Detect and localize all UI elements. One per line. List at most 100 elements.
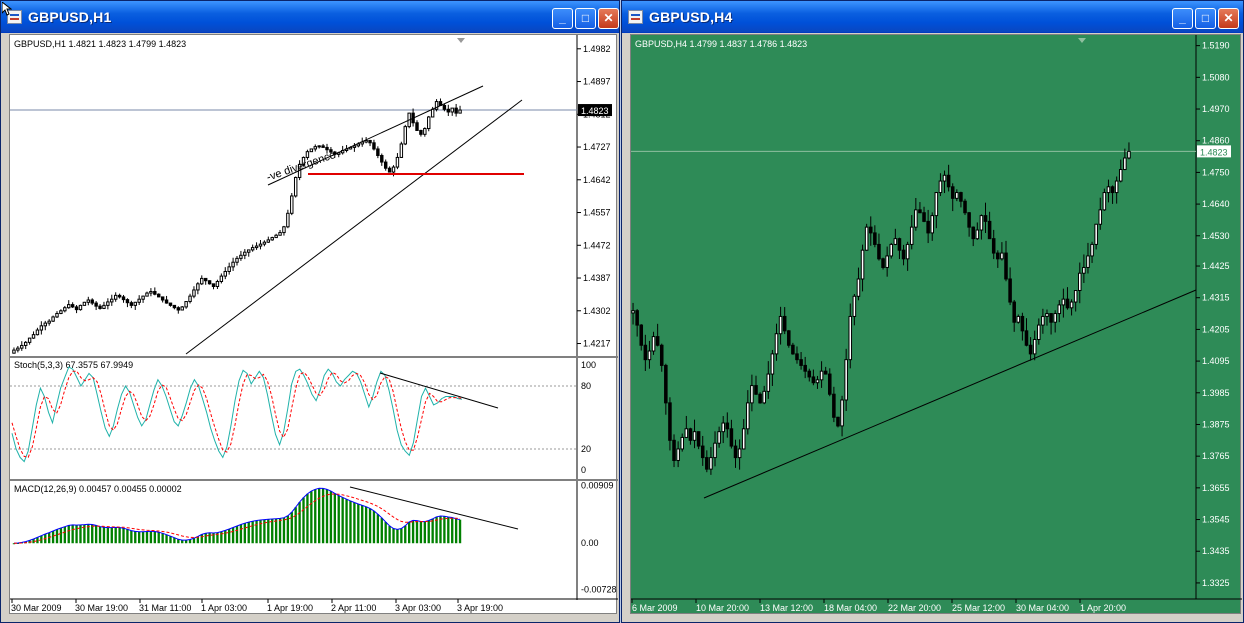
chart-window-icon (628, 10, 643, 24)
candle (219, 275, 224, 282)
title-bar[interactable]: GBPUSD,H1 _ □ ✕ (1, 1, 619, 33)
macd-histogram-bar (439, 516, 442, 544)
h1-chart-svg[interactable]: 1.49821.48971.48121.47271.46421.45571.44… (10, 35, 618, 615)
candle (659, 344, 664, 366)
close-button[interactable]: ✕ (598, 8, 619, 29)
candle (329, 149, 333, 153)
candle (23, 341, 28, 346)
macd-histogram-bar (419, 521, 423, 544)
candle (16, 347, 20, 351)
macd-histogram-bar (138, 531, 141, 544)
candle (746, 402, 750, 430)
macd-histogram-bar (98, 526, 102, 544)
candle (1053, 313, 1057, 323)
upper-trendline (267, 85, 484, 186)
candle (203, 277, 208, 282)
candle (918, 209, 922, 214)
candle (243, 251, 247, 256)
candle (836, 416, 840, 427)
candle (860, 249, 865, 280)
macd-histogram-bar (274, 518, 278, 544)
macd-histogram-bar (145, 531, 149, 544)
candle (325, 146, 329, 151)
candle (963, 200, 967, 214)
macd-histogram-bar (411, 520, 415, 544)
candle (458, 109, 462, 114)
y-tick-label: 1.4557 (583, 208, 611, 218)
maximize-button[interactable]: □ (575, 8, 596, 29)
y-tick-label: 1.4095 (1202, 356, 1230, 366)
candle (873, 232, 877, 245)
x-tick-label: 22 Mar 20:00 (888, 603, 941, 613)
candle (419, 129, 423, 135)
y-tick-label: 1.4860 (1202, 136, 1230, 146)
y-tick-label: 1.4205 (1202, 324, 1230, 334)
candle (942, 174, 947, 182)
candle (770, 353, 775, 375)
candle (946, 174, 951, 188)
close-button[interactable]: ✕ (1218, 8, 1239, 29)
candle (647, 350, 652, 361)
macd-histogram-bar (267, 519, 270, 544)
lower-trendline (185, 99, 523, 355)
minimize-button[interactable]: _ (552, 8, 573, 29)
candle (844, 359, 848, 401)
candle (676, 448, 680, 461)
current-price-label: 1.4823 (1200, 147, 1228, 157)
candle (737, 448, 742, 459)
candle (200, 277, 204, 285)
candle (35, 329, 40, 336)
candle (293, 176, 298, 197)
x-tick-label: 1 Apr 19:00 (267, 603, 313, 613)
candle (668, 402, 672, 441)
candle (688, 428, 693, 441)
candle (741, 428, 746, 450)
macd-histogram-bar (404, 525, 407, 544)
macd-histogram-bar (204, 533, 207, 544)
candle (387, 167, 392, 173)
title-bar[interactable]: GBPUSD,H4 _ □ ✕ (622, 1, 1243, 33)
candle (819, 370, 824, 381)
maximize-button[interactable]: □ (1195, 8, 1216, 29)
macd-histogram-bar (32, 539, 35, 544)
candle (125, 299, 130, 304)
macd-histogram-bar (106, 527, 110, 544)
macd-divergence-line (349, 486, 519, 530)
y-tick-label: 1.5190 (1202, 41, 1230, 51)
candle (1057, 304, 1062, 315)
chart-shift-marker (457, 38, 465, 43)
macd-histogram-bar (263, 519, 266, 544)
candle (160, 296, 165, 301)
candle (149, 291, 153, 294)
macd-histogram-bar (423, 521, 426, 544)
stoch-tick-label: 20 (581, 444, 591, 454)
candle (380, 155, 384, 163)
macd-histogram-bar (384, 521, 387, 544)
macd-histogram-bar (380, 517, 383, 544)
stoch-divergence-line (379, 372, 499, 409)
candle (696, 431, 701, 447)
macd-histogram-bar (212, 532, 215, 544)
candle (799, 359, 803, 366)
macd-histogram-bar (376, 514, 380, 544)
macd-histogram-bar (36, 537, 39, 544)
h1-chart-panel[interactable]: 1.49821.48971.48121.47271.46421.45571.44… (9, 34, 618, 615)
candle (313, 146, 317, 150)
macd-tick-label: 0.00 (581, 538, 599, 548)
h4-chart-panel[interactable]: 1.5190 1.5080 1.4970 1.4860 1.4750 1.4640 1.45… (630, 34, 1242, 615)
candle (153, 291, 157, 295)
minimize-button[interactable]: _ (1172, 8, 1193, 29)
panel-separator (10, 479, 618, 481)
y-tick-label: 1.3545 (1202, 515, 1230, 525)
macd-histogram-bar (231, 527, 235, 544)
candle (877, 243, 881, 260)
candle (713, 442, 717, 459)
macd-histogram-bar (184, 540, 188, 544)
y-tick-label: 1.4472 (583, 240, 611, 250)
h4-chart-svg[interactable]: 1.5190 1.5080 1.4970 1.4860 1.4750 1.4640 1.45… (631, 35, 1242, 615)
candle (286, 212, 290, 228)
macd-histogram-bar (130, 530, 133, 544)
y-tick-label: 1.4315 (1202, 293, 1230, 303)
candle (778, 315, 783, 335)
macd-histogram-bar (126, 529, 129, 544)
